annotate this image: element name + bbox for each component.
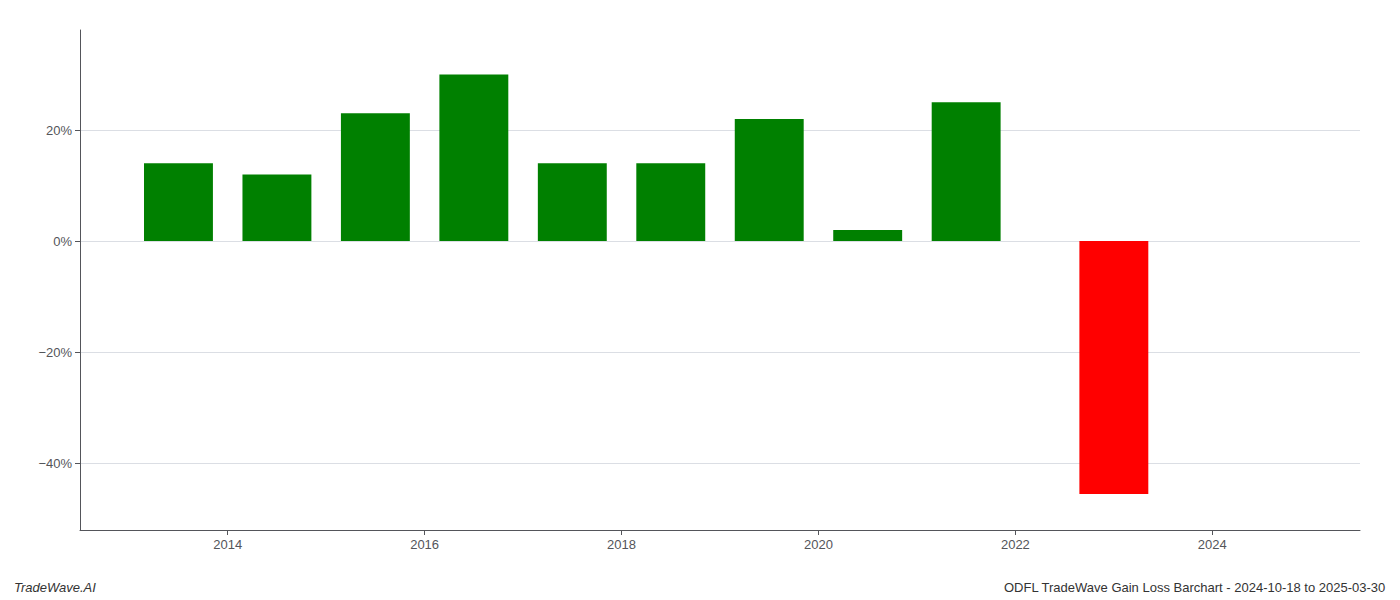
svg-text:TradeWave.AI: TradeWave.AI bbox=[14, 580, 96, 595]
svg-text:2018: 2018 bbox=[607, 537, 636, 552]
svg-text:20%: 20% bbox=[46, 123, 72, 138]
svg-text:0%: 0% bbox=[53, 234, 72, 249]
svg-text:2022: 2022 bbox=[1001, 537, 1030, 552]
svg-text:−40%: −40% bbox=[38, 456, 72, 471]
svg-text:2020: 2020 bbox=[804, 537, 833, 552]
svg-text:2024: 2024 bbox=[1198, 537, 1227, 552]
svg-text:2014: 2014 bbox=[213, 537, 242, 552]
svg-text:ODFL TradeWave Gain Loss Barch: ODFL TradeWave Gain Loss Barchart - 2024… bbox=[1004, 580, 1385, 595]
svg-text:−20%: −20% bbox=[38, 345, 72, 360]
svg-text:2016: 2016 bbox=[410, 537, 439, 552]
